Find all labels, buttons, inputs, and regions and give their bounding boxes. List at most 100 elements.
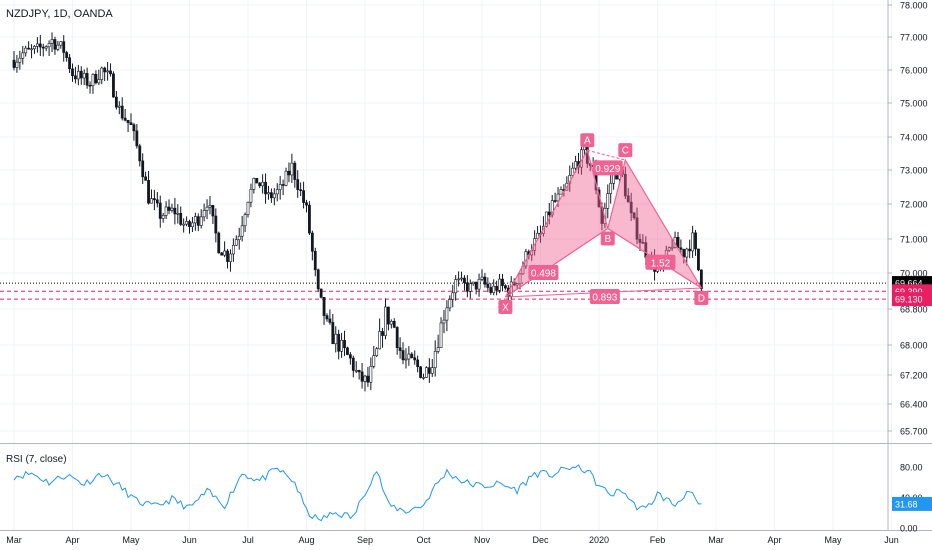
candle-body <box>445 307 449 321</box>
candle <box>196 213 200 232</box>
candle-body <box>85 73 89 86</box>
candle <box>76 64 80 86</box>
candle <box>112 71 115 98</box>
candle-body <box>460 277 463 280</box>
candle-body <box>501 278 504 286</box>
candle-body <box>74 75 77 80</box>
candle <box>694 229 697 256</box>
time-tick-label: Mar <box>708 535 724 545</box>
level-badge-2-text: 69.130 <box>895 295 923 305</box>
candle <box>442 309 446 334</box>
candle <box>547 202 551 225</box>
candle-body <box>220 252 224 256</box>
candle <box>229 249 232 272</box>
candle-body <box>275 189 279 195</box>
candle <box>33 45 36 54</box>
candle-body <box>296 179 300 190</box>
rsi-line <box>13 464 702 522</box>
candle <box>413 350 417 365</box>
candle <box>697 248 700 272</box>
candle-body <box>82 73 86 79</box>
candle <box>468 279 472 299</box>
candle-body <box>503 285 507 289</box>
candle <box>223 241 227 258</box>
candle-body <box>264 181 267 195</box>
candle <box>503 284 507 290</box>
candle-body <box>471 281 475 285</box>
candle-body <box>465 282 469 292</box>
candle-body <box>103 67 107 73</box>
candle-body <box>62 41 66 53</box>
candle <box>85 67 89 89</box>
candle <box>463 275 466 291</box>
candle-body <box>97 79 101 84</box>
candle <box>144 171 148 181</box>
candle-body <box>316 269 320 290</box>
pattern-point-badge <box>618 143 633 158</box>
candle <box>369 357 373 391</box>
candle-body <box>173 207 177 215</box>
candle-body <box>351 357 355 371</box>
candle-body <box>372 355 376 367</box>
candle <box>287 162 291 183</box>
candle <box>161 212 165 223</box>
rsi-series <box>13 464 702 522</box>
price-tick-label: 76.000 <box>900 66 928 76</box>
candle-body <box>623 173 627 197</box>
pattern-point-label: B <box>600 231 615 246</box>
candle <box>363 374 367 392</box>
pattern-ratio-badge <box>528 265 559 280</box>
candle-body <box>15 61 19 68</box>
candle <box>153 189 156 211</box>
price-tick-label: 75.000 <box>900 99 928 109</box>
candle-body <box>357 370 361 373</box>
candle-body <box>114 96 118 108</box>
candle-body <box>439 322 443 348</box>
candle-body <box>641 242 645 244</box>
candle-body <box>155 199 159 204</box>
candle <box>471 281 475 286</box>
candle <box>252 177 256 194</box>
candle-body <box>79 70 83 79</box>
candle <box>264 173 267 204</box>
candle-body <box>384 306 387 336</box>
candle-body <box>381 331 384 336</box>
candle-body <box>410 353 414 359</box>
time-tick-label: May <box>122 535 140 545</box>
candle-body <box>229 253 232 262</box>
candle-body <box>682 249 686 258</box>
candle-body <box>442 319 446 324</box>
candle-body <box>670 246 674 249</box>
candle <box>316 268 320 292</box>
candle <box>109 63 112 77</box>
candle-body <box>407 353 411 360</box>
candle <box>495 280 499 296</box>
candle <box>626 188 630 203</box>
candle <box>480 269 484 282</box>
candle <box>91 73 95 94</box>
candle-body <box>483 276 487 285</box>
candle-body <box>191 222 194 228</box>
candle <box>305 199 308 213</box>
candle-body <box>427 367 431 374</box>
candle-body <box>515 283 519 286</box>
candle <box>44 45 48 52</box>
candle <box>158 195 162 228</box>
candle-body <box>18 57 22 63</box>
candle-body <box>44 46 48 49</box>
time-tick-label: Dec <box>532 535 549 545</box>
candle-body <box>144 176 148 181</box>
candle-body <box>153 198 156 201</box>
candle <box>188 219 191 234</box>
candle-body <box>451 292 455 300</box>
candle <box>275 183 279 202</box>
candle-body <box>480 276 484 280</box>
candle-body <box>59 41 63 46</box>
candle <box>360 362 364 389</box>
price-tick-label: 68.000 <box>900 341 928 351</box>
candle-body <box>305 202 308 206</box>
candle-body <box>164 206 168 216</box>
pattern-point-label: D <box>694 291 709 305</box>
candle-body <box>65 52 69 58</box>
